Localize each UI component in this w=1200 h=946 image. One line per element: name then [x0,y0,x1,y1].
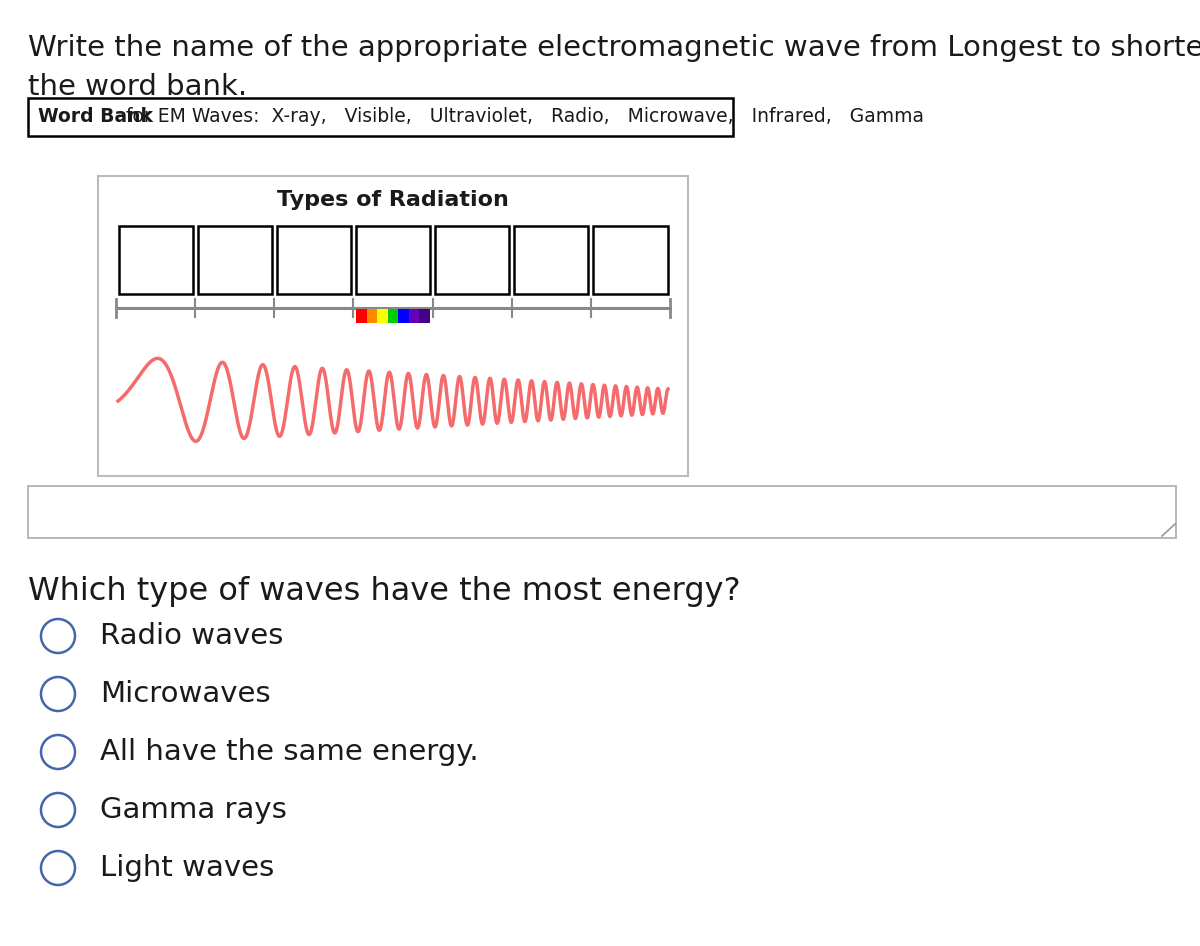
Text: Radio waves: Radio waves [100,622,283,650]
Bar [388,309,398,323]
Text: Word Bank: Word Bank [38,108,154,127]
Text: All have the same energy.: All have the same energy. [100,738,479,766]
Bar [277,226,350,294]
Bar [593,226,667,294]
Text: Types of Radiation: Types of Radiation [277,190,509,210]
Bar [356,309,366,323]
Text: the word bank.: the word bank. [28,73,247,101]
Bar [409,309,420,323]
Text: Write the name of the appropriate electromagnetic wave from Longest to shortest : Write the name of the appropriate electr… [28,34,1200,62]
Text: Gamma rays: Gamma rays [100,796,287,824]
Bar [436,226,509,294]
Text: Which type of waves have the most energy?: Which type of waves have the most energy… [28,576,740,607]
Text: Microwaves: Microwaves [100,680,271,708]
Bar [28,98,733,136]
Bar [28,486,1176,538]
Bar [198,226,271,294]
Bar [515,226,588,294]
Bar [366,309,377,323]
Bar [356,226,430,294]
Bar [98,176,688,476]
Bar [420,309,430,323]
Bar [119,226,193,294]
Text: for EM Waves:  X-ray,   Visible,   Ultraviolet,   Radio,   Microwave,   Infrared: for EM Waves: X-ray, Visible, Ultraviole… [120,108,924,127]
Bar [398,309,409,323]
Text: Light waves: Light waves [100,854,275,882]
Bar [377,309,388,323]
